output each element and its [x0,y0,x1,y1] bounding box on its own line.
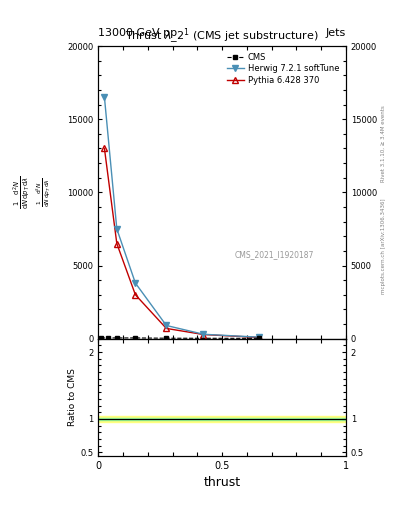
CMS [164,335,169,342]
Pythia 6.428 370 [164,325,169,331]
Pythia 6.428 370 [257,334,262,340]
Text: Jets: Jets [325,28,346,38]
Herwig 7.2.1 softTune [102,94,107,100]
Pythia 6.428 370 [102,145,107,152]
Y-axis label: Ratio to CMS: Ratio to CMS [68,368,77,426]
Text: $\frac{1}{\mathrm{d}N} \frac{\mathrm{d}^2N}{\mathrm{d}p_T\,\mathrm{d}\lambda}$: $\frac{1}{\mathrm{d}N} \frac{\mathrm{d}^… [35,178,53,207]
Herwig 7.2.1 softTune [133,280,138,286]
Y-axis label: $\frac{1}{\mathrm{d}N}\frac{\mathrm{d}^2N}{\mathrm{d}p_T\,\mathrm{d}\lambda}$: $\frac{1}{\mathrm{d}N}\frac{\mathrm{d}^2… [12,176,32,209]
Line: Pythia 6.428 370: Pythia 6.428 370 [101,145,263,341]
Line: Herwig 7.2.1 softTune: Herwig 7.2.1 softTune [101,94,263,340]
Legend: CMS, Herwig 7.2.1 softTune, Pythia 6.428 370: CMS, Herwig 7.2.1 softTune, Pythia 6.428… [224,50,342,87]
Herwig 7.2.1 softTune [257,334,262,340]
Herwig 7.2.1 softTune [164,323,169,329]
Pythia 6.428 370 [133,292,138,298]
CMS [257,335,262,342]
Pythia 6.428 370 [201,331,206,337]
Herwig 7.2.1 softTune [114,226,119,232]
Text: CMS_2021_I1920187: CMS_2021_I1920187 [234,250,314,259]
Text: mcplots.cern.ch [arXiv:1306.3436]: mcplots.cern.ch [arXiv:1306.3436] [381,198,386,293]
Pythia 6.428 370 [114,241,119,247]
CMS [114,335,119,341]
Herwig 7.2.1 softTune [201,331,206,337]
CMS [133,335,138,341]
Title: Thrust $\lambda\_2^1$ (CMS jet substructure): Thrust $\lambda\_2^1$ (CMS jet substruct… [125,27,319,46]
Text: Rivet 3.1.10, ≥ 3.4M events: Rivet 3.1.10, ≥ 3.4M events [381,105,386,182]
CMS [98,335,103,341]
CMS [106,335,110,341]
X-axis label: thrust: thrust [204,476,241,489]
Line: CMS: CMS [99,336,261,340]
Text: 13000 GeV pp: 13000 GeV pp [98,28,177,38]
